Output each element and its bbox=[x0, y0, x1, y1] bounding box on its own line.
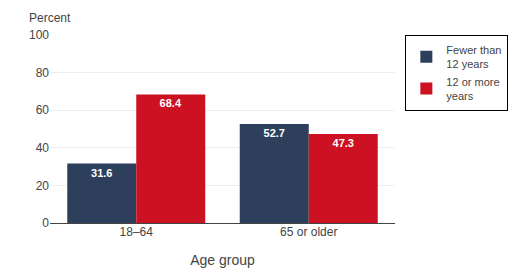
svg-text:Percent: Percent bbox=[29, 11, 71, 25]
svg-text:80: 80 bbox=[36, 66, 50, 80]
svg-text:47.3: 47.3 bbox=[333, 137, 354, 149]
svg-text:68.4: 68.4 bbox=[160, 97, 182, 109]
svg-text:18–64: 18–64 bbox=[120, 225, 154, 239]
svg-text:12 or moreyears: 12 or moreyears bbox=[446, 76, 499, 102]
svg-text:Fewer than12 years: Fewer than12 years bbox=[446, 44, 501, 70]
svg-text:Age group: Age group bbox=[190, 252, 255, 268]
svg-text:52.7: 52.7 bbox=[264, 127, 285, 139]
svg-text:65 or older: 65 or older bbox=[280, 225, 337, 239]
svg-text:40: 40 bbox=[36, 141, 50, 155]
svg-text:0: 0 bbox=[42, 216, 49, 230]
svg-text:60: 60 bbox=[36, 103, 50, 117]
svg-text:20: 20 bbox=[36, 179, 50, 193]
svg-text:31.6: 31.6 bbox=[91, 167, 112, 179]
svg-text:100: 100 bbox=[29, 28, 49, 42]
